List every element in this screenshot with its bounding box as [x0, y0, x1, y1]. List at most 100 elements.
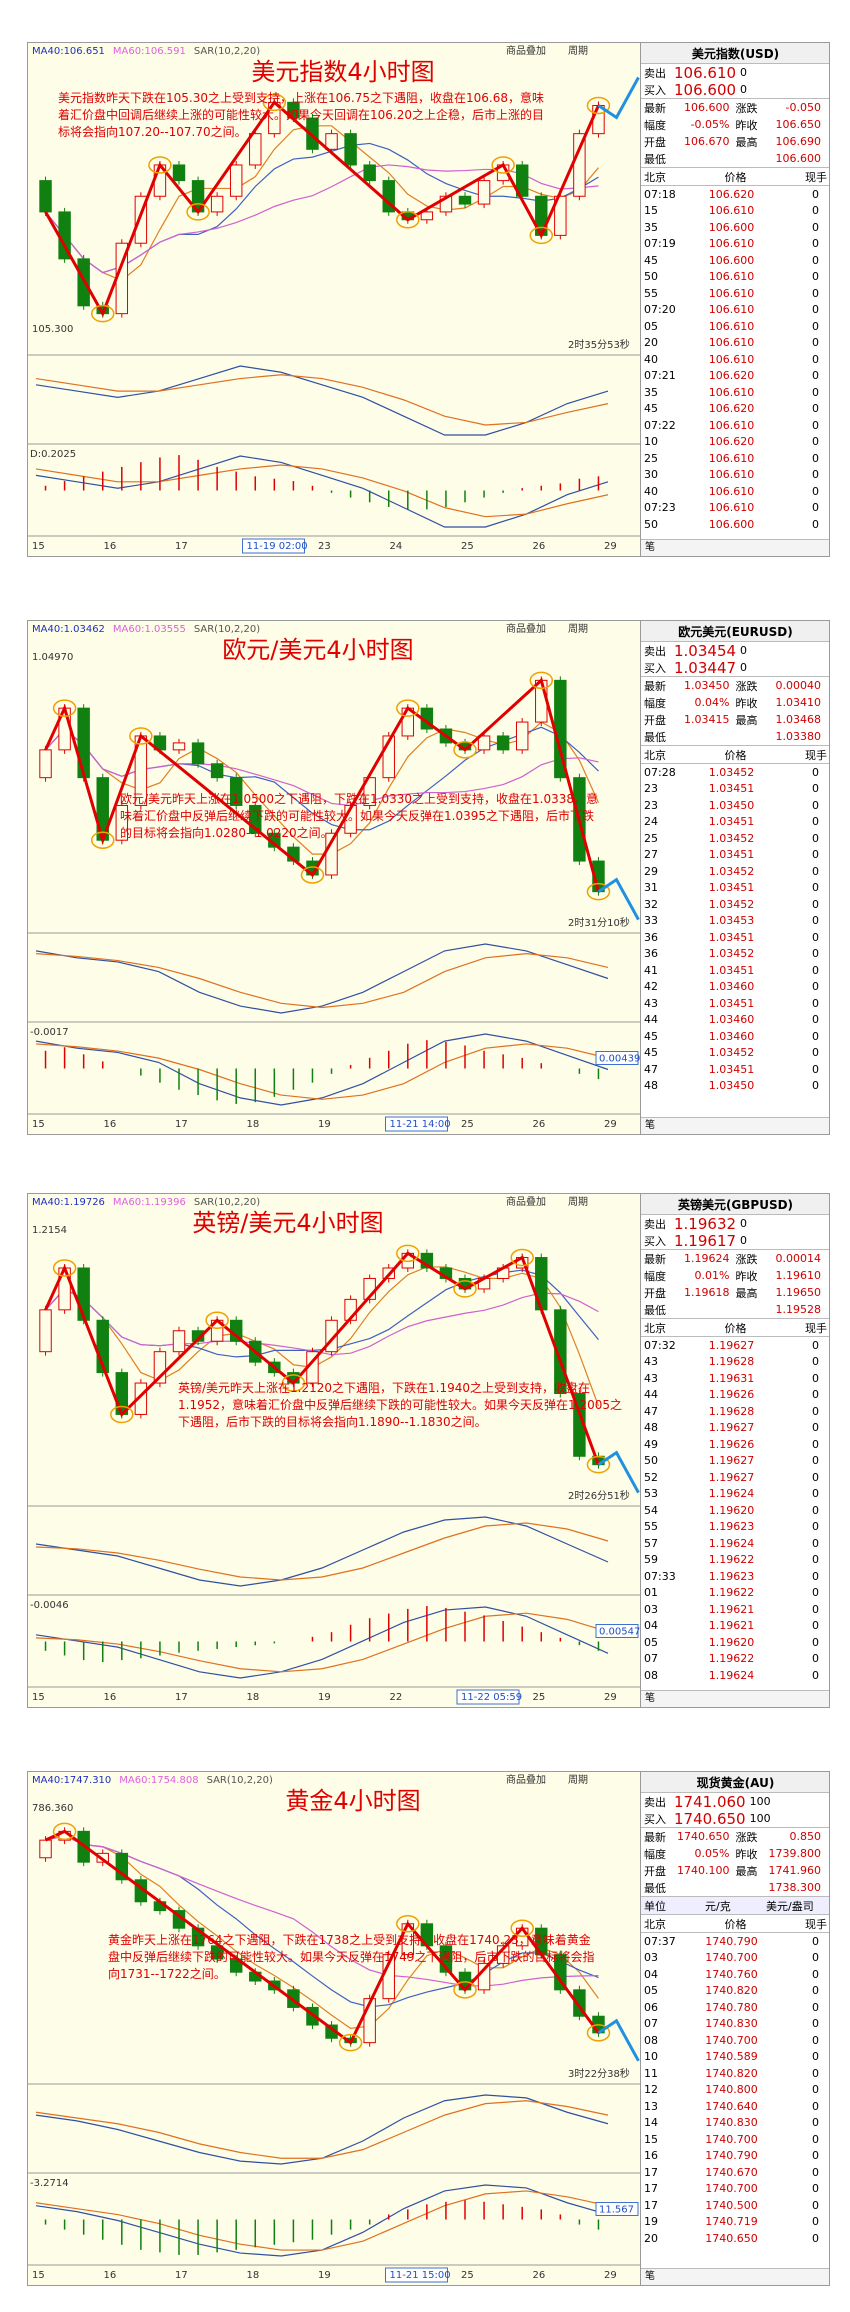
indicator: MA60:1.19396 — [113, 1197, 186, 1208]
tick-row: 05 1740.820 0 — [641, 1983, 829, 2000]
tick-header-cell: 北京 — [644, 1321, 666, 1335]
tick-header: 北京 价格 现手 — [641, 1915, 829, 1933]
tick-cell: 40 — [644, 484, 658, 498]
date-label: 26 — [533, 2270, 546, 2281]
stat-cell: -0.050 — [785, 101, 821, 114]
trend-zigzag — [44, 1251, 600, 1466]
tick-row: 47 1.03451 0 — [641, 1061, 829, 1078]
value-box — [595, 2202, 639, 2216]
tick-row: 36 1.03451 0 — [641, 929, 829, 946]
tick-cell: 1.03452 — [708, 831, 755, 845]
tick-cell: 106.610 — [708, 451, 755, 465]
candle — [458, 195, 472, 205]
tick-row: 10 1740.589 0 — [641, 2049, 829, 2066]
bid-volume: 0 — [740, 1217, 748, 1230]
macd-value: 0.00547 — [599, 1627, 640, 1638]
tick-cell: 0 — [811, 1437, 819, 1451]
tick-cell: 1.19626 — [708, 1388, 755, 1402]
tick-cell: 106.610 — [708, 303, 755, 317]
tick-cell: 0 — [811, 2198, 819, 2212]
tick-cell: 1.19620 — [708, 1635, 755, 1649]
indicator: SAR(10,2,20) — [194, 1197, 260, 1208]
stat-cell: 1739.800 — [768, 1847, 822, 1860]
pivot-circle — [186, 203, 210, 221]
date-label: 25 — [461, 2270, 474, 2281]
tick-cell: 106.610 — [708, 484, 755, 498]
stat-row: 开盘 106.670 最高 106.690 — [641, 133, 829, 150]
date-label: 29 — [604, 541, 617, 552]
tick-cell: 106.610 — [708, 336, 755, 350]
tick-row: 57 1.19624 0 — [641, 1535, 829, 1552]
tick-cell: 1.19628 — [708, 1355, 755, 1369]
tick-row: 07:32 1.19627 0 — [641, 1337, 829, 1354]
tick-cell: 0 — [811, 881, 819, 895]
stat-row: 最低 106.600 — [641, 150, 829, 168]
macd-label: -0.0046 — [30, 1600, 69, 1611]
date-highlight — [456, 1689, 520, 1705]
bid-row: 买入 1740.650 100 — [641, 1810, 829, 1828]
candle — [39, 1309, 52, 1353]
tick-cell: 1.03451 — [708, 963, 755, 977]
date-label: 15 — [32, 541, 45, 552]
oscillator-line — [35, 1606, 609, 1679]
tick-cell: 45 — [644, 402, 658, 416]
tick-row: 44 1.03460 0 — [641, 1012, 829, 1029]
candle — [229, 777, 243, 806]
candle — [134, 1382, 148, 1415]
tick-cell: 1740.790 — [705, 1934, 758, 1948]
oscillator-line — [35, 464, 609, 518]
tick-cell: 1740.820 — [705, 2066, 758, 2080]
tick-cell: 0 — [811, 864, 819, 878]
tick-cell: 0 — [811, 1029, 819, 1043]
indicator: MA40:1.03462 — [32, 624, 105, 635]
bid-label: 卖出 — [644, 66, 666, 80]
quote-name: 英镑美元(GBPUSD) — [641, 1194, 829, 1215]
tick-cell: 1740.589 — [705, 2050, 758, 2064]
tick-row: 11 1740.820 0 — [641, 2065, 829, 2082]
date-label: 19 — [318, 1692, 331, 1703]
tick-cell: 0 — [811, 1602, 819, 1616]
tick-cell: 24 — [644, 815, 658, 829]
stat-row: 最新 1740.650 涨跌 0.850 — [641, 1828, 829, 1845]
tick-header-cell: 价格 — [724, 1321, 747, 1335]
bid-volume: 0 — [740, 1234, 748, 1247]
candle — [134, 195, 148, 244]
tick-cell: 10 — [644, 2050, 658, 2064]
tick-cell: 0 — [811, 2083, 819, 2097]
tick-cell: 1.19627 — [708, 1421, 755, 1435]
toolbar-button: 周期 — [568, 45, 588, 57]
date-label: 25 — [461, 1119, 474, 1130]
date-label: 29 — [604, 2270, 617, 2281]
tick-cell: 0 — [811, 1470, 819, 1484]
pivot-circle — [262, 93, 287, 112]
bid-label: 卖出 — [644, 644, 666, 658]
analysis-note: 欧元/美元昨天上涨在1.0500之下遇阻，下跌在1.0330之上受到支持，收盘在… — [120, 792, 599, 840]
stat-cell: 106.600 — [684, 101, 730, 114]
candle — [306, 117, 319, 150]
tick-cell: 1740.700 — [705, 2182, 758, 2196]
pivot-circle — [110, 1405, 134, 1424]
pivot-circle — [586, 1455, 611, 1474]
stat-cell: 1.03380 — [775, 730, 822, 743]
tick-cell: 0 — [811, 303, 819, 317]
tick-cell: 1.03450 — [708, 1079, 755, 1093]
tick-cell: 106.600 — [708, 220, 755, 234]
tick-row: 10 106.620 0 — [641, 434, 829, 451]
tick-row: 45 1.03460 0 — [641, 1028, 829, 1045]
indicator: MA60:1754.808 — [119, 1775, 198, 1786]
tick-cell: 04 — [644, 1619, 658, 1633]
candle — [496, 735, 510, 751]
tick-cell: 106.610 — [708, 385, 755, 399]
tick-row: 55 106.610 0 — [641, 285, 829, 302]
stat-cell: 最高 — [735, 135, 758, 149]
tick-cell: 1.19620 — [708, 1503, 755, 1517]
tick-cell: 49 — [644, 1437, 658, 1451]
analysis-note: 英镑/美元昨天上涨在1.2120之下遇阻，下跌在1.1940之上受到支持，收盘在… — [178, 1381, 622, 1429]
candle — [249, 804, 262, 834]
tick-cell: 47 — [644, 1404, 658, 1418]
tick-header-cell: 现手 — [805, 170, 827, 184]
tick-cell: 33 — [644, 914, 658, 928]
pivot-circle — [396, 1244, 420, 1263]
tick-cell: 32 — [644, 897, 658, 911]
date-label: 17 — [175, 2270, 188, 2281]
